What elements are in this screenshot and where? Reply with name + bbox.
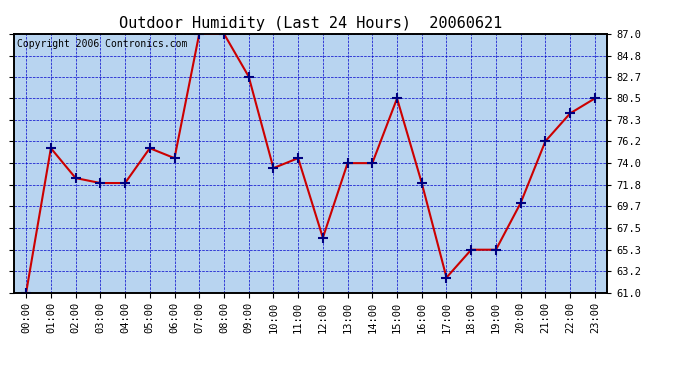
Text: Copyright 2006 Contronics.com: Copyright 2006 Contronics.com — [17, 39, 187, 49]
Title: Outdoor Humidity (Last 24 Hours)  20060621: Outdoor Humidity (Last 24 Hours) 2006062… — [119, 16, 502, 31]
